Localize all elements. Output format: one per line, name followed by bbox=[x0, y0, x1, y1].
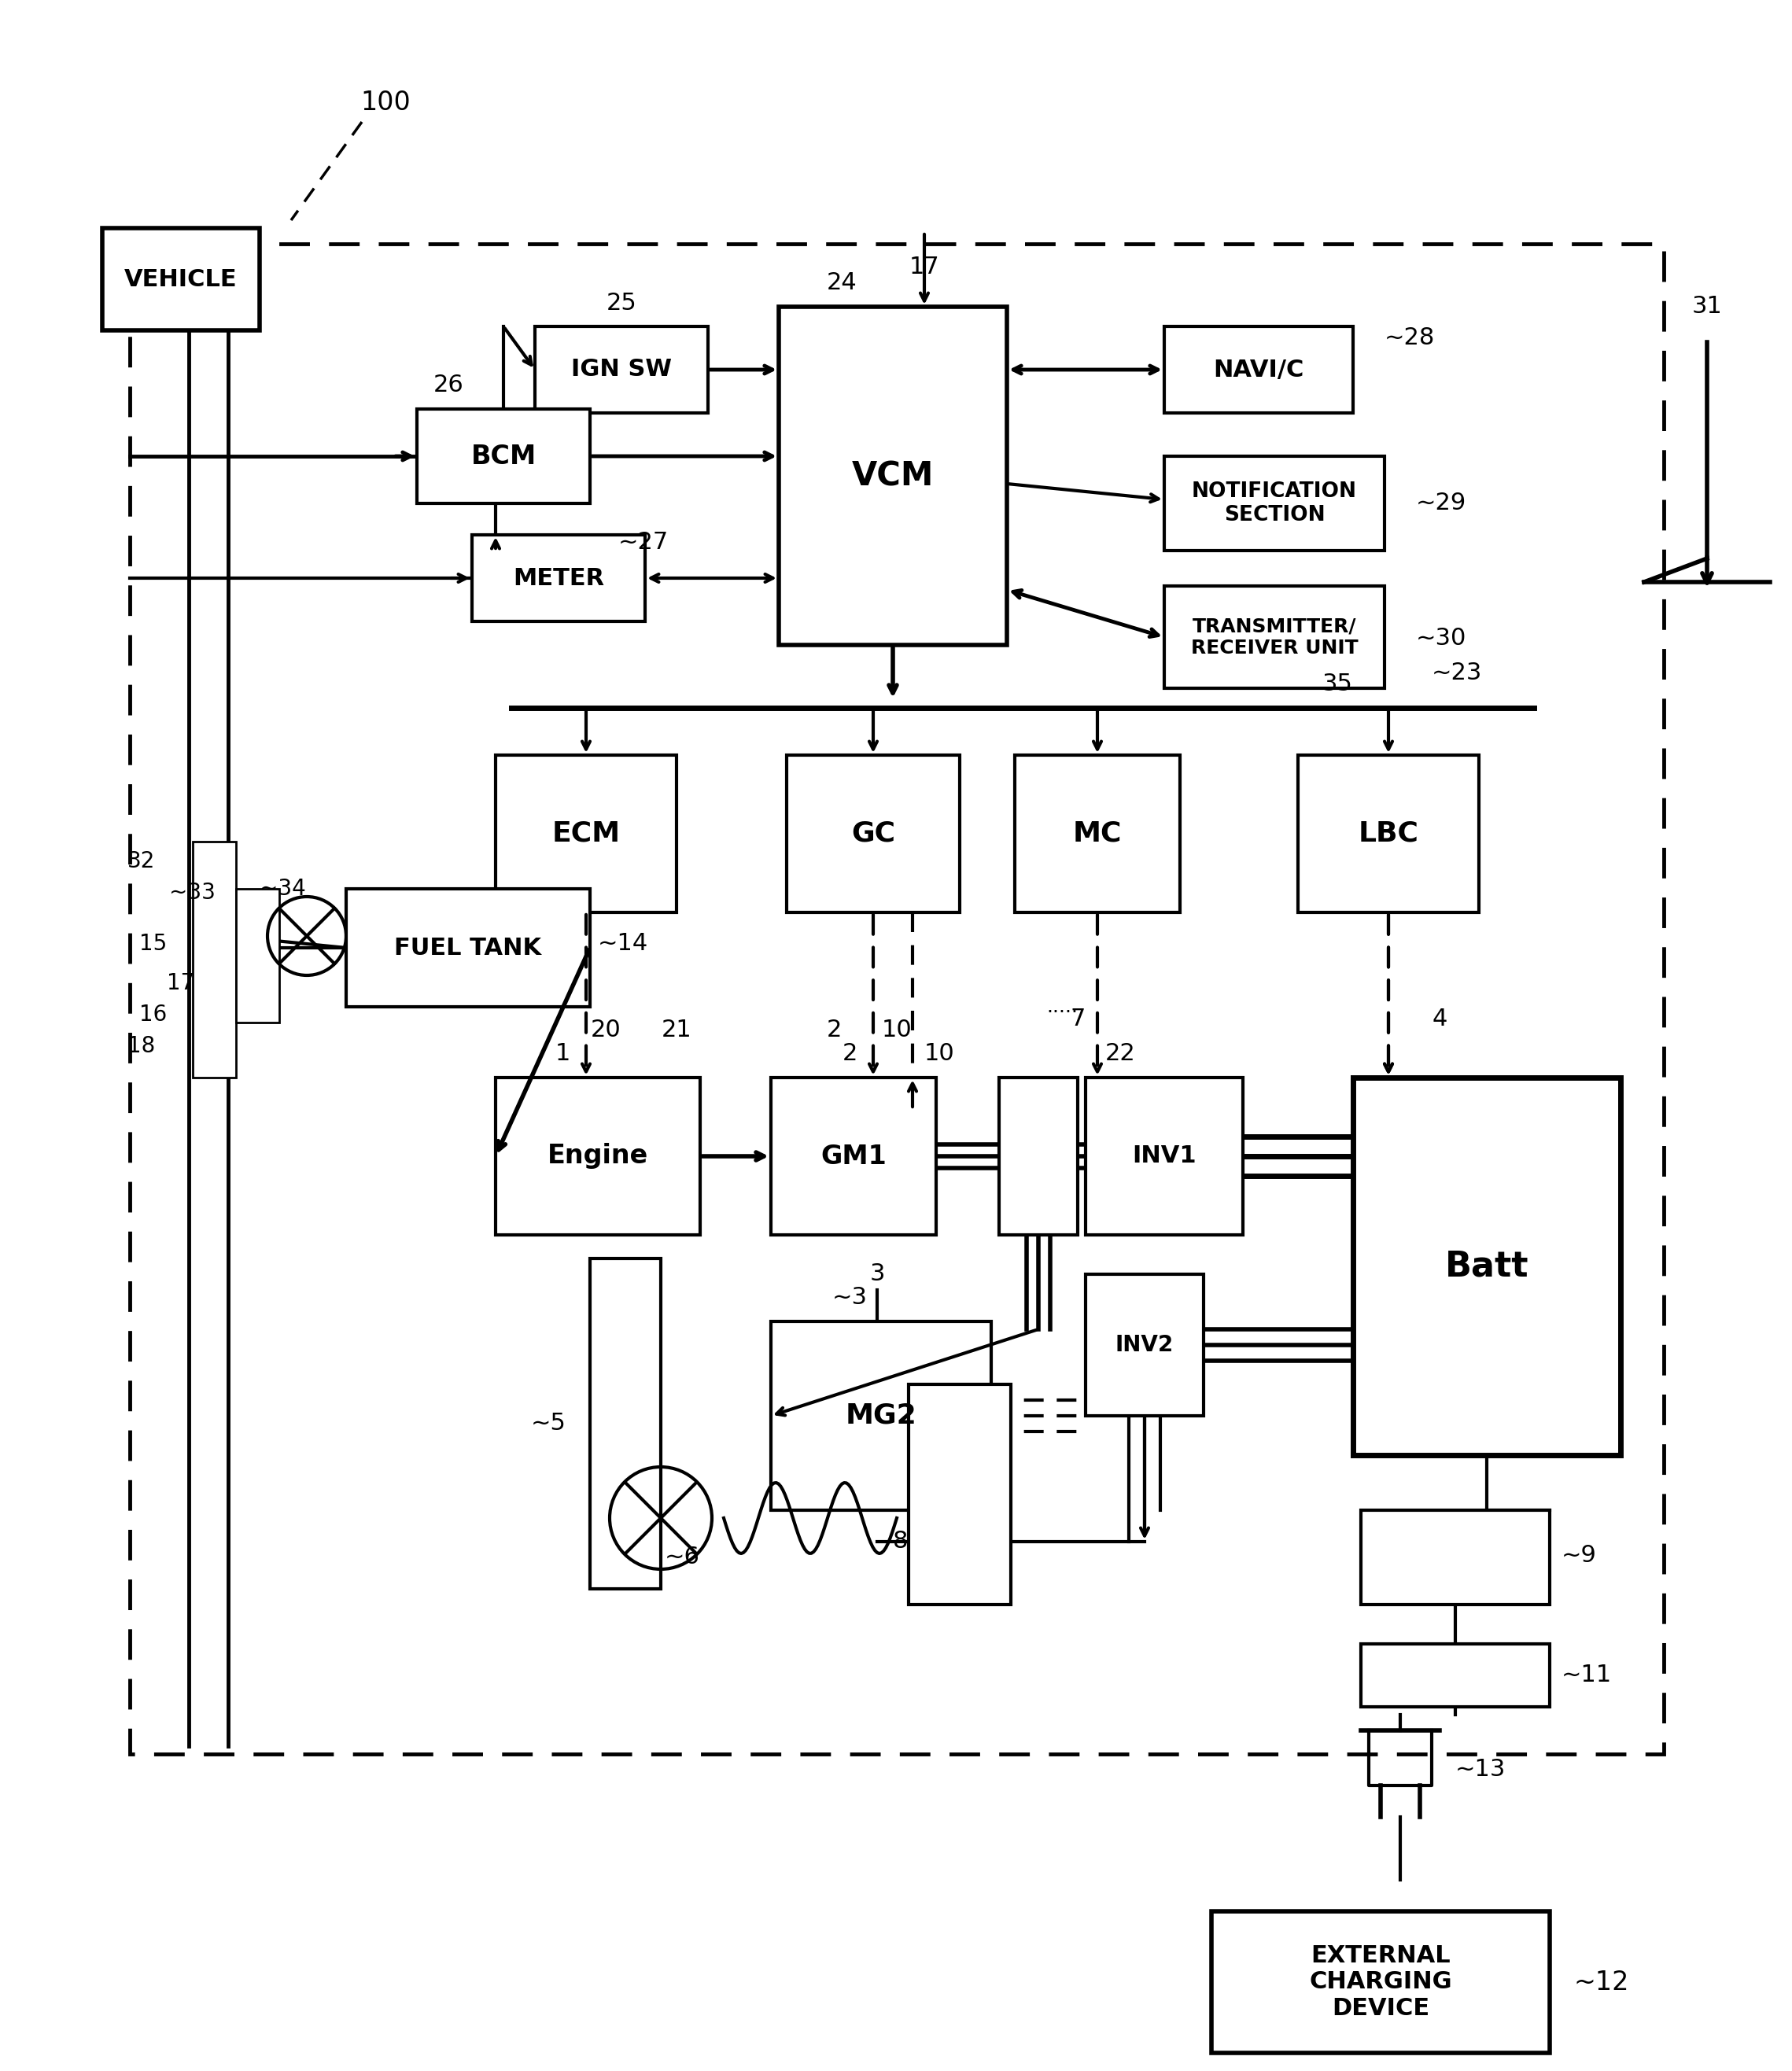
FancyBboxPatch shape bbox=[536, 327, 708, 412]
Text: METER: METER bbox=[513, 567, 604, 590]
FancyBboxPatch shape bbox=[471, 534, 645, 621]
Text: 35: 35 bbox=[1322, 673, 1353, 696]
FancyBboxPatch shape bbox=[590, 1259, 661, 1588]
Text: 17: 17 bbox=[909, 257, 939, 280]
FancyBboxPatch shape bbox=[780, 307, 1007, 644]
Text: ECM: ECM bbox=[552, 820, 620, 847]
Text: EXTERNAL
CHARGING
DEVICE: EXTERNAL CHARGING DEVICE bbox=[1310, 1945, 1452, 2019]
Text: 26: 26 bbox=[434, 375, 464, 398]
FancyBboxPatch shape bbox=[418, 408, 590, 503]
Text: INV1: INV1 bbox=[1133, 1145, 1197, 1168]
FancyBboxPatch shape bbox=[771, 1321, 991, 1510]
FancyBboxPatch shape bbox=[909, 1383, 1011, 1605]
Text: 1: 1 bbox=[556, 1042, 570, 1064]
Text: 2: 2 bbox=[826, 1019, 842, 1042]
Text: VCM: VCM bbox=[851, 460, 934, 493]
FancyBboxPatch shape bbox=[1086, 1274, 1204, 1417]
FancyBboxPatch shape bbox=[1165, 586, 1385, 688]
Text: TRANSMITTER/
RECEIVER UNIT: TRANSMITTER/ RECEIVER UNIT bbox=[1190, 617, 1358, 657]
FancyBboxPatch shape bbox=[496, 756, 677, 913]
Text: 32: 32 bbox=[127, 851, 156, 872]
Text: ~13: ~13 bbox=[1455, 1758, 1505, 1781]
Text: 8: 8 bbox=[892, 1530, 909, 1553]
Text: 25: 25 bbox=[606, 292, 636, 315]
FancyBboxPatch shape bbox=[496, 1077, 701, 1234]
Text: Batt: Batt bbox=[1444, 1249, 1529, 1284]
Text: .....: ..... bbox=[1047, 998, 1077, 1017]
Text: VEHICLE: VEHICLE bbox=[124, 267, 237, 290]
Text: ~27: ~27 bbox=[618, 532, 668, 555]
Text: 3: 3 bbox=[869, 1263, 885, 1286]
Text: MG2: MG2 bbox=[846, 1402, 918, 1429]
Text: 100: 100 bbox=[360, 89, 410, 116]
Text: INV2: INV2 bbox=[1115, 1334, 1174, 1357]
FancyBboxPatch shape bbox=[1360, 1644, 1550, 1707]
Text: BCM: BCM bbox=[471, 443, 536, 470]
FancyBboxPatch shape bbox=[1297, 756, 1478, 913]
Text: ~9: ~9 bbox=[1561, 1545, 1597, 1568]
Text: 20: 20 bbox=[591, 1019, 622, 1042]
FancyBboxPatch shape bbox=[237, 888, 280, 1023]
Text: 4: 4 bbox=[1432, 1007, 1448, 1029]
Text: GC: GC bbox=[851, 820, 896, 847]
Text: NOTIFICATION
SECTION: NOTIFICATION SECTION bbox=[1192, 480, 1357, 526]
FancyBboxPatch shape bbox=[1014, 756, 1179, 913]
Text: 22: 22 bbox=[1106, 1042, 1136, 1064]
Text: LBC: LBC bbox=[1358, 820, 1419, 847]
Text: IGN SW: IGN SW bbox=[572, 358, 672, 381]
Text: NAVI/C: NAVI/C bbox=[1213, 358, 1305, 381]
Text: 18: 18 bbox=[127, 1036, 156, 1056]
FancyBboxPatch shape bbox=[346, 888, 590, 1007]
FancyBboxPatch shape bbox=[1165, 456, 1385, 551]
FancyBboxPatch shape bbox=[1086, 1077, 1244, 1234]
FancyBboxPatch shape bbox=[102, 228, 260, 331]
Text: GM1: GM1 bbox=[821, 1143, 887, 1170]
Text: 7: 7 bbox=[1070, 1007, 1086, 1029]
FancyBboxPatch shape bbox=[1360, 1510, 1550, 1605]
Text: 2: 2 bbox=[842, 1042, 857, 1064]
Text: ~30: ~30 bbox=[1416, 628, 1466, 650]
Text: ~5: ~5 bbox=[530, 1412, 566, 1435]
FancyBboxPatch shape bbox=[1353, 1077, 1620, 1456]
Text: 16: 16 bbox=[140, 1004, 167, 1025]
FancyBboxPatch shape bbox=[771, 1077, 935, 1234]
Text: ~3: ~3 bbox=[831, 1286, 867, 1309]
Text: 10: 10 bbox=[882, 1019, 912, 1042]
Text: ~28: ~28 bbox=[1385, 327, 1435, 350]
Text: MC: MC bbox=[1073, 820, 1122, 847]
Text: ~11: ~11 bbox=[1561, 1663, 1613, 1686]
Text: ~12: ~12 bbox=[1573, 1970, 1629, 1994]
FancyBboxPatch shape bbox=[1000, 1077, 1077, 1234]
Text: 10: 10 bbox=[925, 1042, 955, 1064]
Text: 24: 24 bbox=[826, 271, 857, 294]
FancyBboxPatch shape bbox=[787, 756, 961, 913]
Text: 17: 17 bbox=[167, 971, 195, 994]
FancyBboxPatch shape bbox=[1165, 327, 1353, 412]
FancyBboxPatch shape bbox=[129, 244, 1663, 1754]
Text: ~34: ~34 bbox=[260, 878, 306, 899]
Text: 15: 15 bbox=[140, 932, 167, 955]
Text: 31: 31 bbox=[1692, 296, 1722, 319]
Text: ~33: ~33 bbox=[168, 882, 215, 903]
Text: FUEL TANK: FUEL TANK bbox=[394, 936, 541, 959]
Text: ~29: ~29 bbox=[1416, 493, 1466, 516]
Text: 21: 21 bbox=[661, 1019, 692, 1042]
Text: ~14: ~14 bbox=[599, 932, 649, 955]
FancyBboxPatch shape bbox=[194, 841, 237, 1077]
FancyBboxPatch shape bbox=[1211, 1912, 1550, 2052]
Text: ~23: ~23 bbox=[1432, 661, 1482, 683]
Text: ~6: ~6 bbox=[665, 1545, 701, 1570]
Text: Engine: Engine bbox=[547, 1143, 649, 1170]
